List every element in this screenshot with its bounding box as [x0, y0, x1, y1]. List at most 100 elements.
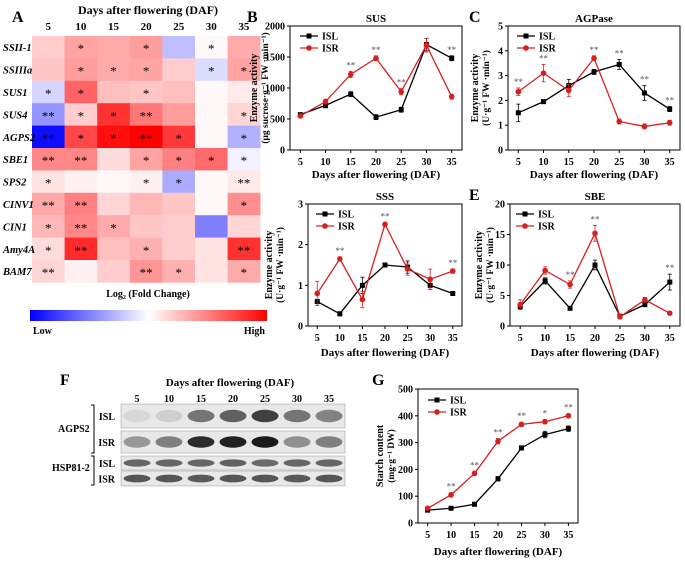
heatmap-significance-mark: * — [175, 131, 182, 146]
panel-letter-a: A — [12, 9, 24, 26]
colorbar — [30, 310, 267, 321]
heatmap-cell — [32, 260, 65, 283]
western-day-35: 35 — [324, 394, 334, 405]
data-point-isr — [518, 421, 525, 428]
x-axis-label: Days after flowering (DAF) — [321, 347, 450, 359]
heatmap-cell — [227, 148, 261, 171]
heatmap-significance-mark: * — [143, 86, 150, 101]
data-point-isr — [567, 281, 573, 288]
x-tick-label: 30 — [421, 157, 431, 168]
heatmap-cell — [32, 125, 65, 149]
protein-label-agps2: AGPS2 — [58, 424, 90, 435]
data-point-isr — [449, 268, 456, 274]
y-axis-unit-label: (U·g⁻¹ FW ·min⁻¹) — [275, 227, 286, 303]
y-tick-label: 0 — [280, 146, 285, 157]
x-tick-label: 30 — [640, 333, 650, 344]
legend-marker — [434, 397, 440, 403]
blot-band — [251, 459, 279, 467]
heatmap-cell — [162, 215, 196, 238]
y-tick-label: 0 — [298, 322, 303, 333]
blot-row-label: ISR — [98, 475, 115, 486]
blot-band — [251, 436, 279, 448]
y-axis-label: Enzyme activity — [474, 231, 485, 300]
significance-mark: ** — [381, 211, 391, 221]
heatmap-cell — [227, 215, 261, 238]
y-tick-label: 400 — [398, 411, 413, 422]
significance-mark: ** — [640, 75, 650, 85]
x-axis-label: Days after flowering (DAF) — [530, 169, 659, 181]
y-tick-label: 1500 — [265, 53, 285, 64]
y-tick-label: 3 — [498, 71, 503, 82]
significance-mark: ** — [566, 270, 576, 280]
heatmap-cell — [32, 237, 65, 261]
chart-title: SBE — [585, 191, 606, 203]
heatmap-gene-label: SBE1 — [3, 155, 28, 166]
heatmap-significance-mark: * — [143, 41, 150, 56]
x-tick-label: 15 — [564, 157, 574, 168]
heatmap-cell — [195, 36, 228, 59]
data-point-isr — [642, 296, 648, 303]
data-point-isr — [359, 296, 366, 303]
data-point-isl — [323, 102, 329, 108]
data-point-isl — [542, 278, 548, 284]
blot-band — [219, 409, 247, 423]
agps2-bracket — [91, 404, 95, 454]
blot-band — [219, 436, 247, 448]
y-axis-label: Enzyme activity — [249, 54, 260, 123]
heatmap-significance-mark: * — [241, 198, 248, 213]
data-point-isl — [616, 61, 622, 67]
heatmap-cell — [97, 237, 131, 261]
y-tick-label: 15 — [495, 230, 505, 241]
significance-mark: * — [543, 409, 548, 419]
x-tick-label: 35 — [448, 333, 458, 344]
heatmap-cell — [195, 192, 228, 216]
blot-band — [219, 459, 247, 467]
heatmap-cell — [162, 192, 196, 216]
data-point-isl — [541, 99, 547, 105]
y-tick-label: 1 — [498, 121, 503, 132]
significance-mark: ** — [665, 263, 675, 273]
x-tick-label: 30 — [425, 333, 435, 344]
heatmap-significance-mark: * — [78, 86, 85, 101]
y-axis-label: Starch content — [375, 424, 386, 487]
data-point-isr — [373, 55, 379, 62]
significance-mark: ** — [397, 78, 407, 88]
heatmap-cell — [32, 148, 65, 171]
blot-band — [283, 436, 311, 448]
heatmap-day-25: 25 — [173, 21, 185, 33]
heatmap-cell — [97, 192, 131, 216]
x-tick-label: 15 — [470, 530, 480, 541]
data-point-isr — [322, 98, 329, 105]
heatmap-significance-mark: ** — [42, 131, 55, 146]
heatmap-cell — [195, 148, 228, 171]
heatmap-significance-mark: ** — [74, 243, 87, 258]
blot-band — [315, 436, 343, 448]
y-tick-label: 3 — [298, 200, 303, 211]
panel-letter-e: E — [469, 187, 480, 204]
panel-letter-g: G — [372, 372, 385, 389]
legend-label-isr: ISR — [538, 222, 555, 233]
data-point-isl — [373, 114, 379, 120]
x-tick-label: 5 — [315, 333, 320, 344]
heatmap-significance-mark: * — [241, 64, 248, 79]
legend-label-isl: ISL — [450, 396, 466, 407]
chart-agpase: AGPase 0 1 2 3 4 5 5 10 15 20 25 30 35 Days after flow… — [470, 13, 681, 181]
data-point-isr — [616, 118, 623, 125]
y-tick-label: 100 — [398, 492, 413, 503]
heatmap-cell — [162, 103, 196, 126]
heatmap-significance-mark: * — [241, 131, 248, 146]
x-tick-label: 5 — [518, 333, 523, 344]
legend-label-isr: ISR — [322, 44, 339, 55]
blot-band — [315, 459, 343, 467]
blot-band — [123, 474, 151, 483]
heatmap-cell — [195, 237, 228, 261]
heatmap-significance-mark: ** — [140, 265, 153, 280]
legend-marker — [523, 45, 529, 51]
y-tick-label: 10 — [495, 261, 505, 272]
heatmap-cell — [162, 58, 196, 82]
significance-mark: ** — [346, 60, 356, 70]
data-point-isr — [337, 256, 343, 262]
series-line-isr — [316, 222, 453, 302]
